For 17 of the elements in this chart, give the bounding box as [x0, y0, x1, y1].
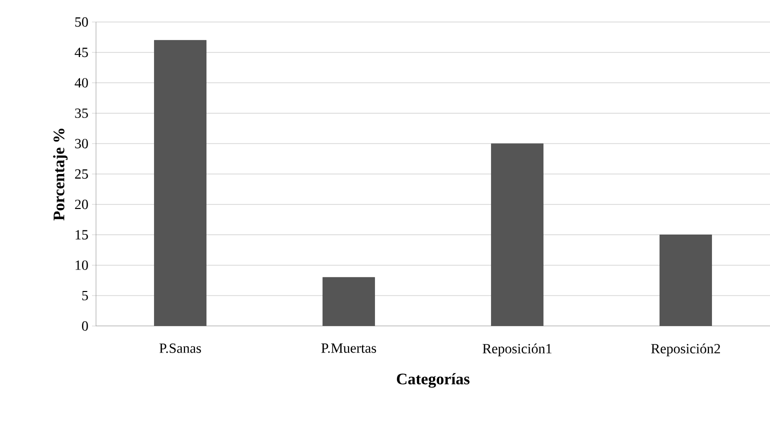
y-tick-label: 25 — [75, 169, 88, 179]
x-tick-label: Reposición2 — [651, 344, 720, 356]
y-axis-title: Porcentaje % — [53, 128, 68, 220]
y-tick-label: 10 — [76, 260, 88, 270]
x-axis-title: Categorías — [396, 373, 470, 388]
y-tick-label: 50 — [75, 17, 88, 27]
y-tick-label: 0 — [82, 321, 88, 331]
y-tick-label: 45 — [74, 48, 88, 58]
x-tick-label: Reposición1 — [482, 344, 552, 356]
x-tick-label: P.Muertas — [321, 344, 376, 353]
y-tick-label: 15 — [76, 230, 88, 240]
y-tick-label: 40 — [74, 78, 88, 88]
y-tick-label: 5 — [82, 290, 88, 300]
y-tick-label: 35 — [75, 108, 88, 118]
y-tick-label: 20 — [75, 200, 88, 210]
x-tick-label: P.Sanas — [159, 344, 201, 354]
y-tick-label: 30 — [75, 138, 88, 148]
